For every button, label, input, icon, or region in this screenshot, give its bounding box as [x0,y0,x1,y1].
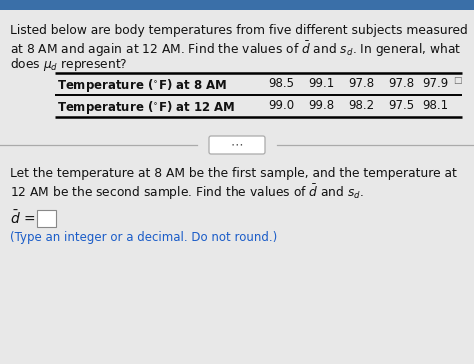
FancyBboxPatch shape [209,136,265,154]
Text: Temperature ($^{\circ}$F) at 8 AM: Temperature ($^{\circ}$F) at 8 AM [57,77,227,94]
Text: Listed below are body temperatures from five different subjects measured: Listed below are body temperatures from … [10,24,468,37]
Text: 99.8: 99.8 [308,99,334,112]
Text: Let the temperature at 8 AM be the first sample, and the temperature at: Let the temperature at 8 AM be the first… [10,167,457,180]
Text: 97.5: 97.5 [388,99,414,112]
Text: 99.0: 99.0 [268,99,294,112]
Text: 97.8: 97.8 [388,77,414,90]
Text: ⋯: ⋯ [231,138,243,151]
Text: (Type an integer or a decimal. Do not round.): (Type an integer or a decimal. Do not ro… [10,231,277,244]
Text: at 8 AM and again at 12 AM. Find the values of $\bar{d}$ and $s_d$. In general, : at 8 AM and again at 12 AM. Find the val… [10,40,461,59]
Text: 97.8: 97.8 [348,77,374,90]
Text: $\bar{d}$ =: $\bar{d}$ = [10,209,36,227]
Text: 98.5: 98.5 [268,77,294,90]
Text: 98.1: 98.1 [422,99,448,112]
FancyBboxPatch shape [37,210,56,226]
Text: 99.1: 99.1 [308,77,334,90]
Text: 12 AM be the second sample. Find the values of $\bar{d}$ and $s_d$.: 12 AM be the second sample. Find the val… [10,183,364,202]
Bar [0,0,474,10]
Text: 98.2: 98.2 [348,99,374,112]
Text: does $\mu_d$ represent?: does $\mu_d$ represent? [10,56,128,73]
Text: Temperature ($^{\circ}$F) at 12 AM: Temperature ($^{\circ}$F) at 12 AM [57,99,236,116]
Text: □: □ [453,76,462,85]
Text: 97.9: 97.9 [422,77,448,90]
